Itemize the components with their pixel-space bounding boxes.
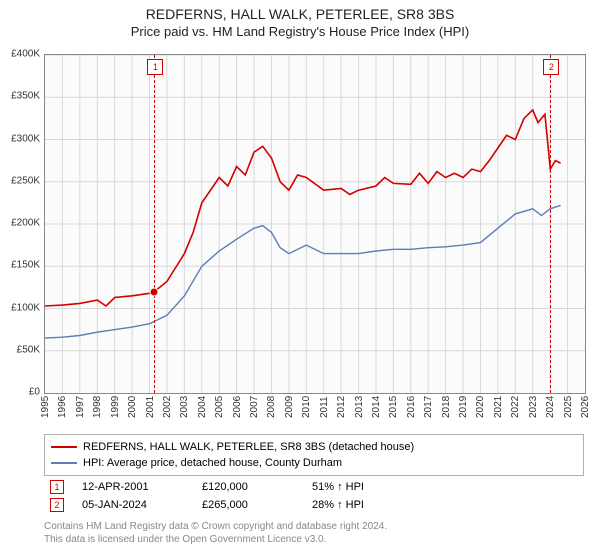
x-tick-label: 2013: [354, 396, 365, 418]
event-row: 1 12-APR-2001£120,00051% ↑ HPI: [44, 478, 584, 496]
x-tick-label: 2007: [249, 396, 260, 418]
x-tick-label: 1999: [110, 396, 121, 418]
price-chart: 12: [44, 54, 586, 394]
event-price: £120,000: [202, 481, 312, 493]
x-tick-label: 1996: [57, 396, 68, 418]
event-row: 2 05-JAN-2024£265,00028% ↑ HPI: [44, 496, 584, 514]
y-tick-label: £350K: [11, 91, 40, 102]
chart-svg: [45, 55, 585, 393]
x-tick-label: 2016: [406, 396, 417, 418]
chart-title-line2: Price paid vs. HM Land Registry's House …: [0, 24, 600, 39]
x-tick-label: 2018: [441, 396, 452, 418]
footer-line1: Contains HM Land Registry data © Crown c…: [44, 520, 584, 533]
chart-title-line1: REDFERNS, HALL WALK, PETERLEE, SR8 3BS: [0, 6, 600, 22]
x-tick-label: 2021: [493, 396, 504, 418]
event-price: £265,000: [202, 499, 312, 511]
event-marker-icon: 1: [50, 480, 64, 494]
marker-box: 2: [543, 59, 559, 75]
legend-swatch: [51, 446, 77, 448]
marker-vline: [550, 55, 551, 393]
y-tick-label: £50K: [17, 344, 40, 355]
x-tick-label: 2002: [162, 396, 173, 418]
x-tick-label: 1995: [40, 396, 51, 418]
chart-legend: REDFERNS, HALL WALK, PETERLEE, SR8 3BS (…: [44, 434, 584, 476]
footer-line2: This data is licensed under the Open Gov…: [44, 533, 584, 546]
x-tick-label: 2000: [127, 396, 138, 418]
event-date: 05-JAN-2024: [82, 499, 202, 511]
y-tick-label: £250K: [11, 175, 40, 186]
x-tick-label: 2005: [214, 396, 225, 418]
legend-swatch: [51, 462, 77, 464]
x-tick-label: 2008: [266, 396, 277, 418]
y-tick-label: £200K: [11, 218, 40, 229]
x-tick-label: 2015: [388, 396, 399, 418]
x-tick-label: 2022: [510, 396, 521, 418]
y-tick-label: £150K: [11, 260, 40, 271]
x-tick-label: 2014: [371, 396, 382, 418]
x-tick-label: 2010: [301, 396, 312, 418]
y-axis-labels: £0£50K£100K£150K£200K£250K£300K£350K£400…: [0, 54, 42, 392]
marker-vline: [154, 55, 155, 393]
event-delta: 28% ↑ HPI: [312, 499, 432, 511]
x-tick-label: 2019: [458, 396, 469, 418]
x-tick-label: 2001: [145, 396, 156, 418]
legend-item: HPI: Average price, detached house, Coun…: [51, 455, 577, 471]
event-delta: 51% ↑ HPI: [312, 481, 432, 493]
x-tick-label: 1997: [75, 396, 86, 418]
x-tick-label: 2020: [475, 396, 486, 418]
y-tick-label: £300K: [11, 133, 40, 144]
marker-box: 1: [147, 59, 163, 75]
x-tick-label: 2004: [197, 396, 208, 418]
chart-footer: Contains HM Land Registry data © Crown c…: [44, 520, 584, 546]
legend-label: HPI: Average price, detached house, Coun…: [83, 457, 342, 469]
x-tick-label: 2025: [563, 396, 574, 418]
event-marker-icon: 2: [50, 498, 64, 512]
event-date: 12-APR-2001: [82, 481, 202, 493]
x-tick-label: 2023: [528, 396, 539, 418]
x-tick-label: 2026: [580, 396, 591, 418]
price-events: 1 12-APR-2001£120,00051% ↑ HPI 2 05-JAN-202…: [44, 478, 584, 514]
y-tick-label: £400K: [11, 49, 40, 60]
x-axis-labels: 1995199619971998199920002001200220032004…: [44, 394, 584, 434]
x-tick-label: 2024: [545, 396, 556, 418]
x-tick-label: 2017: [423, 396, 434, 418]
x-tick-label: 2009: [284, 396, 295, 418]
x-tick-label: 2003: [179, 396, 190, 418]
y-tick-label: £0: [29, 387, 40, 398]
x-tick-label: 2011: [319, 396, 330, 418]
legend-item: REDFERNS, HALL WALK, PETERLEE, SR8 3BS (…: [51, 439, 577, 455]
x-tick-label: 2006: [232, 396, 243, 418]
y-tick-label: £100K: [11, 302, 40, 313]
x-tick-label: 2012: [336, 396, 347, 418]
x-tick-label: 1998: [92, 396, 103, 418]
legend-label: REDFERNS, HALL WALK, PETERLEE, SR8 3BS (…: [83, 441, 414, 453]
marker-dot: [150, 287, 159, 296]
